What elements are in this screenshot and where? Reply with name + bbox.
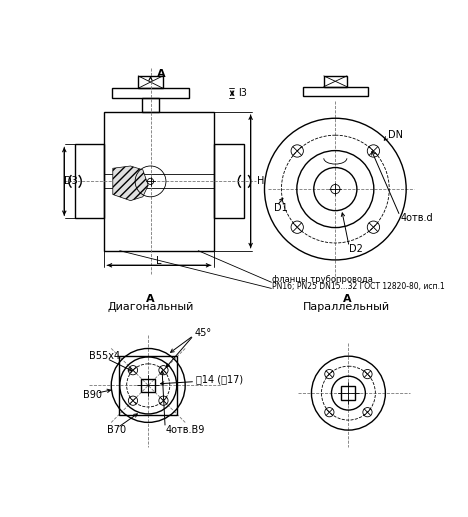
Text: A: A [157, 69, 165, 80]
Bar [141, 378, 155, 392]
Polygon shape [113, 166, 148, 201]
Text: H: H [257, 176, 264, 187]
Bar [138, 76, 163, 88]
Text: D1: D1 [274, 203, 287, 214]
Text: A: A [146, 294, 155, 304]
Bar [303, 87, 368, 96]
Text: 45°: 45° [194, 328, 212, 338]
Bar [324, 76, 347, 87]
Text: A: A [343, 294, 351, 304]
Text: Диагональный: Диагональный [107, 302, 194, 312]
Bar [214, 144, 244, 218]
Text: l3: l3 [238, 88, 247, 98]
Text: DN: DN [388, 130, 402, 140]
Text: D2: D2 [349, 244, 363, 254]
Bar [112, 88, 189, 98]
Text: Β55х4: Β55х4 [89, 351, 120, 361]
Text: PN16; PN25 DN15...32 ГОСТ 12820-80, исп.1: PN16; PN25 DN15...32 ГОСТ 12820-80, исп.… [272, 282, 445, 291]
Text: Параллельный: Параллельный [303, 302, 390, 312]
Text: 4отв.d: 4отв.d [401, 214, 433, 223]
Bar [119, 356, 177, 415]
Text: L: L [156, 256, 162, 266]
Text: 14 (17): 14 (17) [196, 374, 243, 384]
Text: 4отв.Β9: 4отв.Β9 [165, 425, 205, 435]
Text: D3: D3 [64, 176, 77, 187]
Bar [104, 112, 214, 251]
Text: Β90: Β90 [83, 390, 102, 400]
Text: Β70: Β70 [108, 425, 126, 435]
Bar [342, 386, 355, 400]
Bar [142, 98, 159, 112]
Text: фланцы трубопровода: фланцы трубопровода [272, 275, 373, 284]
Bar [75, 144, 104, 218]
